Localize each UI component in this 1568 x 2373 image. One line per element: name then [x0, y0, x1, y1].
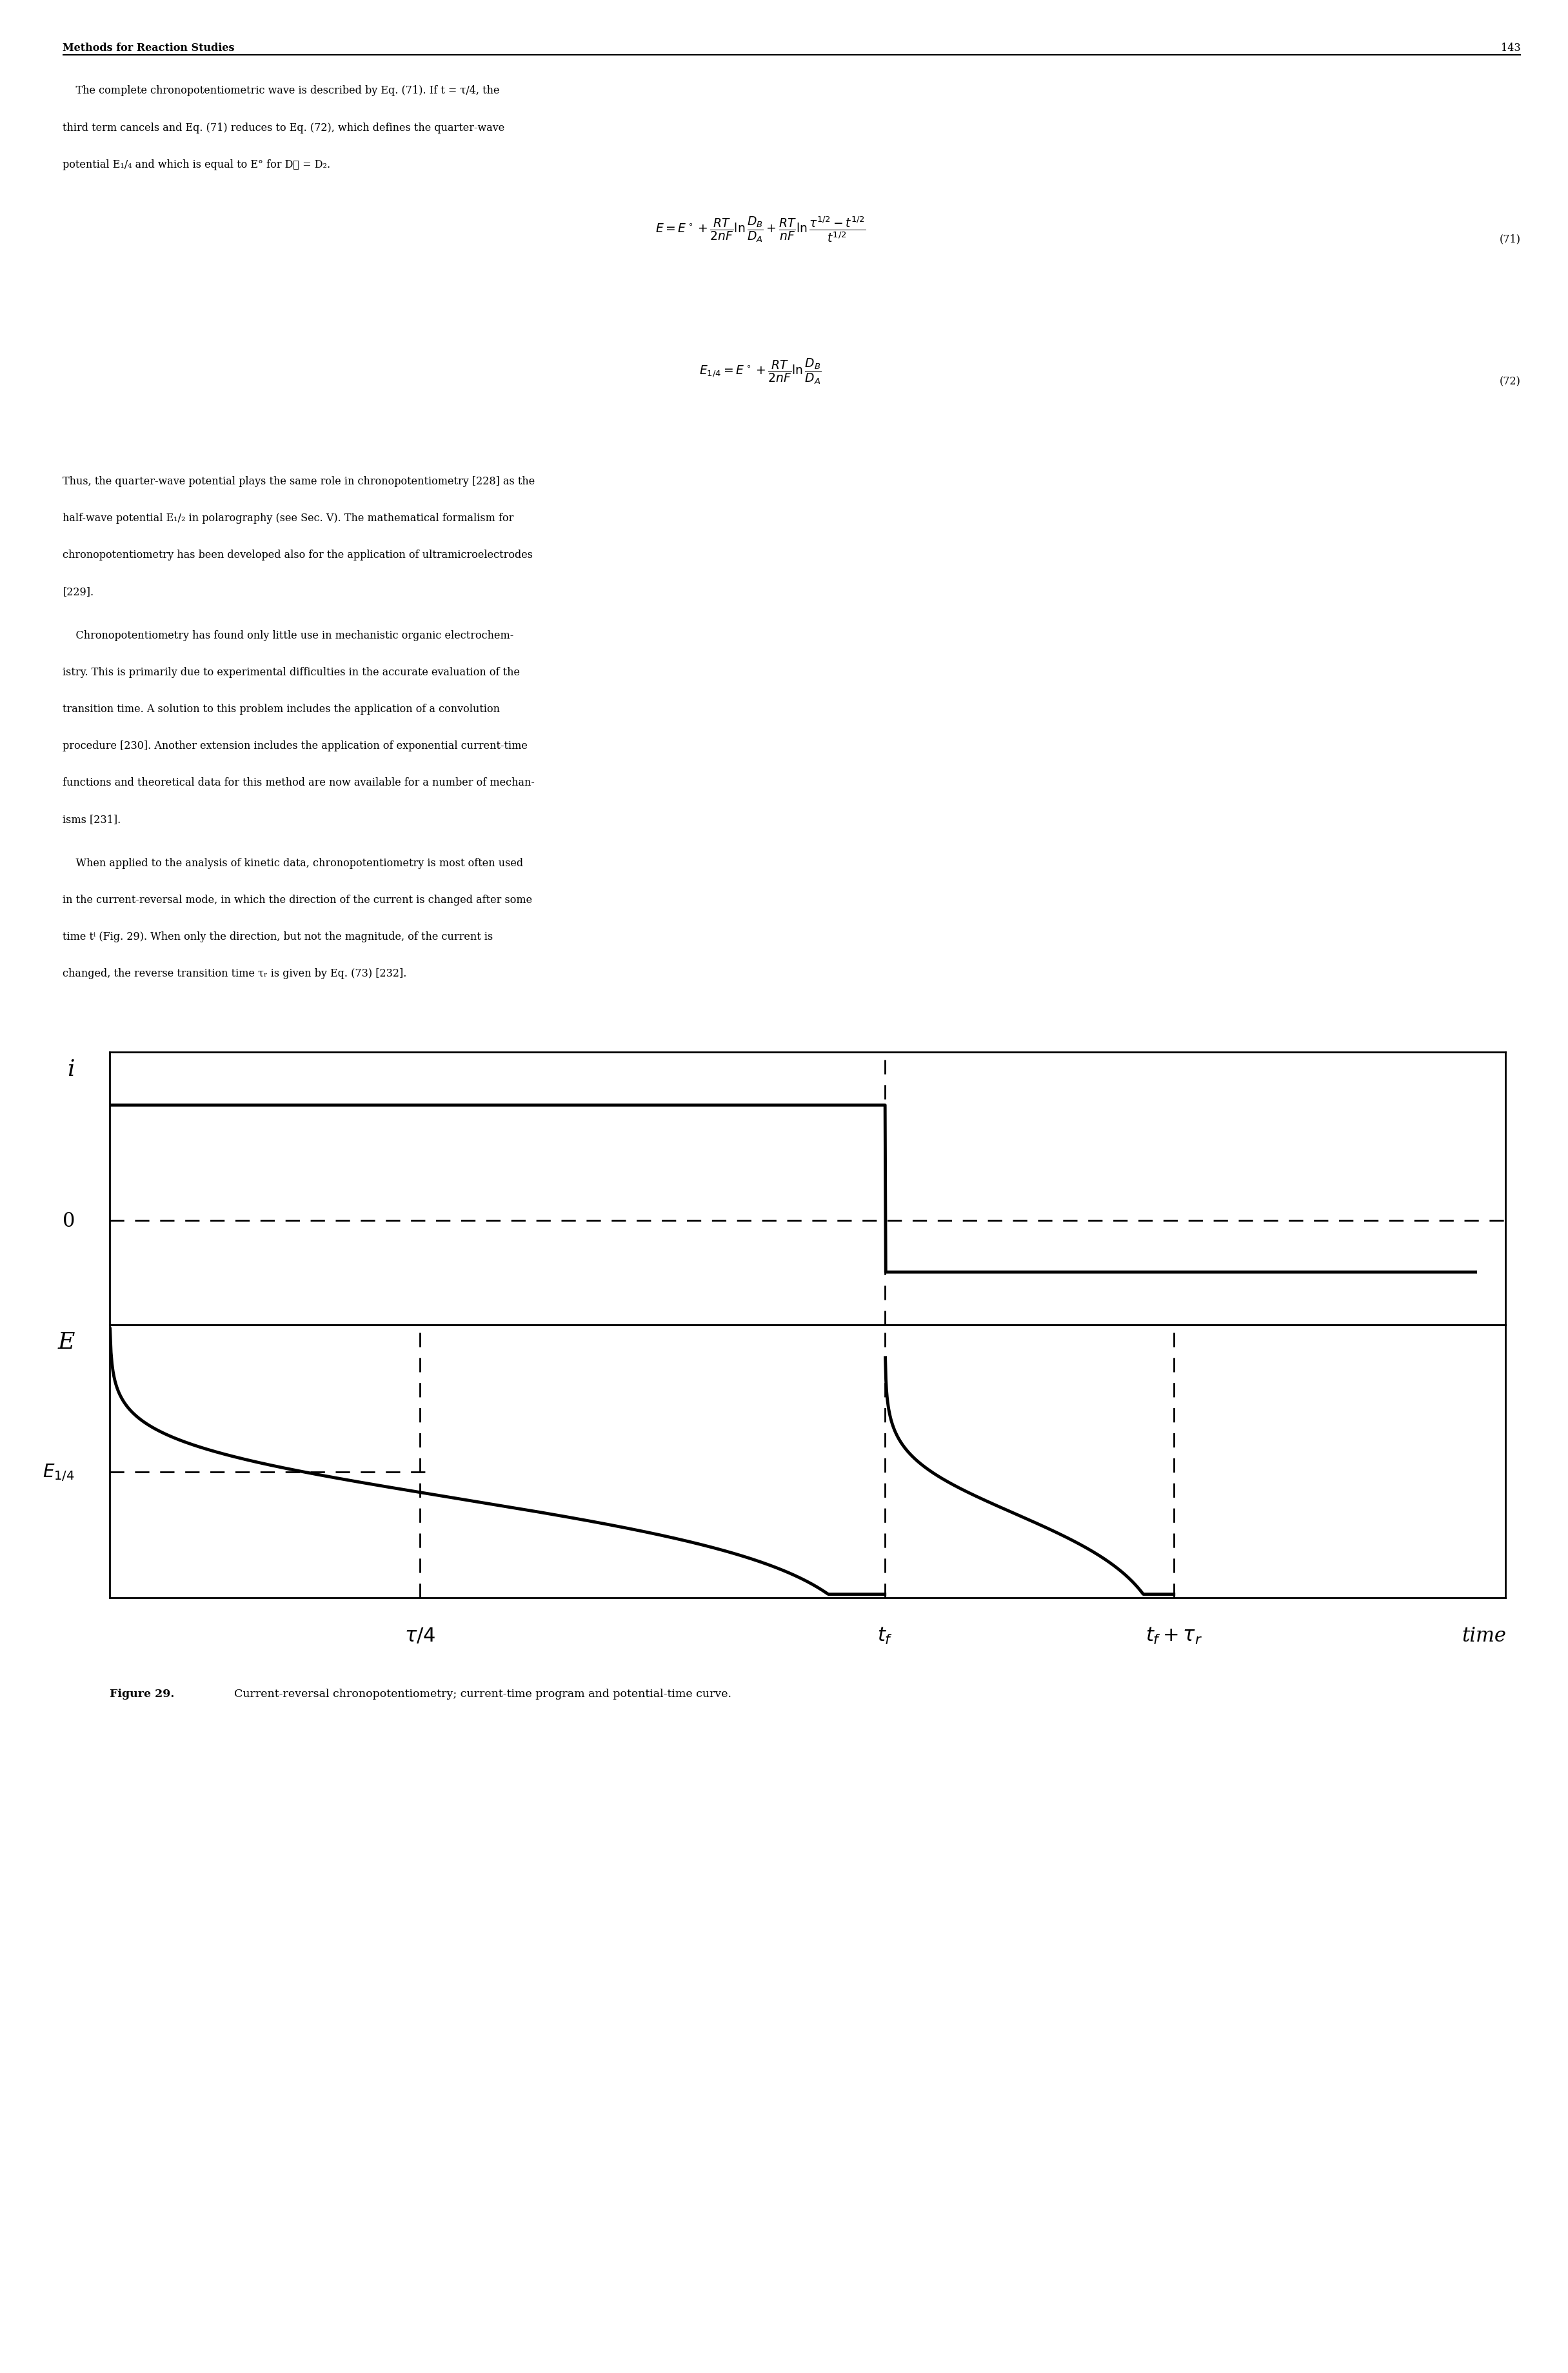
Text: changed, the reverse transition time τᵣ is given by Eq. (73) [232].: changed, the reverse transition time τᵣ … — [63, 968, 406, 980]
Text: potential E₁/₄ and which is equal to E° for D⁁ = D₂.: potential E₁/₄ and which is equal to E° … — [63, 159, 331, 171]
Text: 143: 143 — [1501, 43, 1521, 55]
Text: time tⁱ (Fig. 29). When only the direction, but not the magnitude, of the curren: time tⁱ (Fig. 29). When only the directi… — [63, 930, 492, 942]
Text: i: i — [67, 1058, 75, 1080]
Text: time: time — [1461, 1626, 1507, 1644]
Text: in the current-reversal mode, in which the direction of the current is changed a: in the current-reversal mode, in which t… — [63, 895, 533, 906]
Text: isms [231].: isms [231]. — [63, 814, 121, 826]
Text: functions and theoretical data for this method are now available for a number of: functions and theoretical data for this … — [63, 776, 535, 788]
Text: $E = E^\circ + \dfrac{RT}{2nF}\ln\dfrac{D_B}{D_A} + \dfrac{RT}{nF}\ln\dfrac{\tau: $E = E^\circ + \dfrac{RT}{2nF}\ln\dfrac{… — [655, 214, 866, 244]
Text: Thus, the quarter-wave potential plays the same role in chronopotentiometry [228: Thus, the quarter-wave potential plays t… — [63, 475, 535, 486]
Text: E: E — [58, 1331, 75, 1353]
Text: The complete chronopotentiometric wave is described by Eq. (71). If t = τ/4, the: The complete chronopotentiometric wave i… — [63, 85, 500, 97]
Text: half-wave potential E₁/₂ in polarography (see Sec. V). The mathematical formalis: half-wave potential E₁/₂ in polarography… — [63, 513, 514, 524]
Text: 0: 0 — [63, 1210, 75, 1232]
Text: istry. This is primarily due to experimental difficulties in the accurate evalua: istry. This is primarily due to experime… — [63, 667, 521, 679]
Text: Methods for Reaction Studies: Methods for Reaction Studies — [63, 43, 235, 55]
Text: third term cancels and Eq. (71) reduces to Eq. (72), which defines the quarter-w: third term cancels and Eq. (71) reduces … — [63, 121, 505, 133]
Text: transition time. A solution to this problem includes the application of a convol: transition time. A solution to this prob… — [63, 702, 500, 714]
Text: (72): (72) — [1499, 375, 1521, 387]
Text: $t_f + \tau_r$: $t_f + \tau_r$ — [1146, 1626, 1203, 1644]
Text: Chronopotentiometry has found only little use in mechanistic organic electrochem: Chronopotentiometry has found only littl… — [63, 629, 514, 641]
Text: procedure [230]. Another extension includes the application of exponential curre: procedure [230]. Another extension inclu… — [63, 740, 528, 752]
Text: $t_f$: $t_f$ — [877, 1626, 892, 1644]
Text: $E_{1/4}$: $E_{1/4}$ — [42, 1462, 75, 1483]
Text: When applied to the analysis of kinetic data, chronopotentiometry is most often : When applied to the analysis of kinetic … — [63, 857, 524, 869]
Text: $\tau/4$: $\tau/4$ — [405, 1626, 436, 1644]
Text: [229].: [229]. — [63, 586, 94, 598]
Text: Current-reversal chronopotentiometry; current-time program and potential-time cu: Current-reversal chronopotentiometry; cu… — [227, 1687, 732, 1699]
Text: chronopotentiometry has been developed also for the application of ultramicroele: chronopotentiometry has been developed a… — [63, 548, 533, 560]
Text: (71): (71) — [1499, 233, 1521, 244]
Text: Figure 29.: Figure 29. — [110, 1687, 174, 1699]
Text: $E_{1/4} = E^\circ + \dfrac{RT}{2nF}\ln\dfrac{D_B}{D_A}$: $E_{1/4} = E^\circ + \dfrac{RT}{2nF}\ln\… — [699, 356, 822, 387]
